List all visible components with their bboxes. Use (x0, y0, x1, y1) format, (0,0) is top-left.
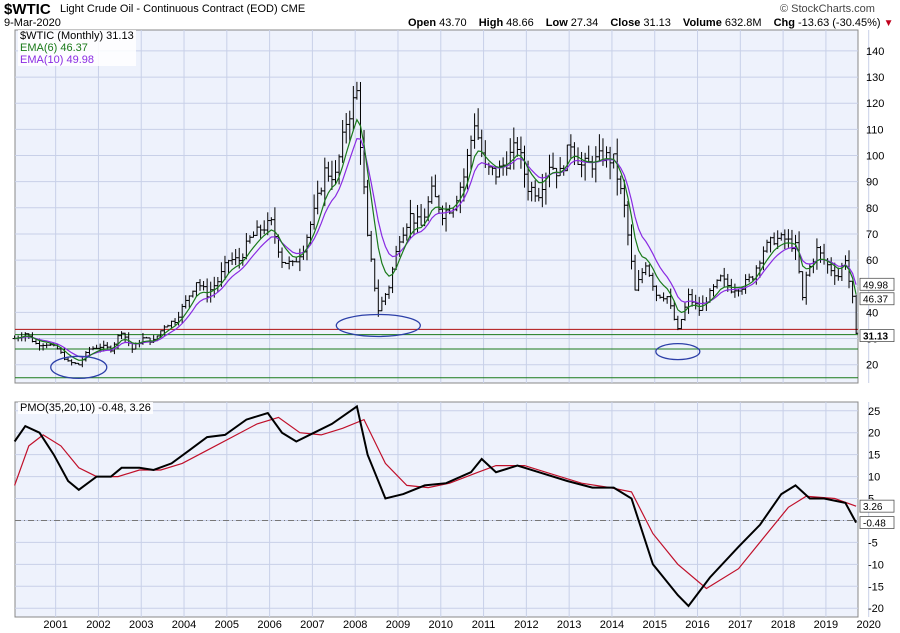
pmo-y-tick-label: -5 (868, 537, 878, 549)
ema10-value-tag: 49.98 (863, 280, 888, 291)
price-legend: $WTIC (Monthly) 31.13 EMA(6) 46.37 EMA(1… (18, 30, 136, 66)
volume-label: Volume (682, 17, 722, 29)
chg-label: Chg (773, 17, 795, 29)
pmo-y-tick-label: 20 (868, 428, 880, 440)
last-price-tag-box (859, 329, 895, 342)
price-y-tick-label: 40 (866, 307, 878, 319)
ema10-legend-label: EMA(10) 49.98 (20, 54, 94, 66)
x-tick-label: 2004 (172, 619, 196, 631)
down-arrow-icon: ▼ (883, 18, 894, 29)
pmo-signal-line (14, 416, 857, 590)
x-tick-label: 2008 (343, 619, 367, 631)
annotation-ellipse (50, 355, 108, 379)
x-tick-label: 2017 (728, 619, 752, 631)
ema6-legend-label: EMA(6) 46.37 (20, 42, 88, 54)
pmo-y-tick-label: 15 (868, 450, 880, 462)
open-value: 43.70 (439, 17, 467, 29)
x-tick-label: 2010 (429, 619, 453, 631)
annotation-ellipse (335, 313, 421, 338)
date-label: 9-Mar-2020 (4, 17, 61, 29)
ema6-line (14, 118, 857, 361)
title-label: Light Crude Oil - Continuous Contract (E… (60, 3, 305, 15)
brand-logo: © StockCharts.com (780, 3, 875, 15)
contract-title: Light Crude Oil - Continuous Contract (E… (60, 3, 278, 15)
x-tick-label: 2015 (642, 619, 666, 631)
x-tick-label: 2020 (856, 619, 880, 631)
low-label: Low (545, 17, 568, 29)
pmo-value-tag-box (859, 516, 895, 529)
pmo-line (13, 404, 857, 608)
x-tick-label: 2006 (257, 619, 281, 631)
volume-value: 632.8M (724, 17, 762, 29)
last-price-tag: 31.13 (863, 332, 888, 343)
pmo-signal-value-tag-box (859, 499, 895, 513)
pmo-signal-value-tag: 3.26 (863, 502, 883, 513)
price-y-tick-label: 100 (866, 151, 884, 163)
chart-header: $WTIC Light Crude Oil - Continuous Contr… (0, 0, 900, 30)
annotation-ellipse (655, 342, 701, 361)
ema6-value-tag-box (859, 292, 895, 306)
x-tick-label: 2019 (814, 619, 838, 631)
price-y-tick-label: 60 (866, 255, 878, 267)
pmo-y-tick-label: -10 (868, 559, 884, 571)
x-tick-label: 2014 (600, 619, 624, 631)
price-panel (14, 29, 859, 384)
close-value: 31.13 (643, 17, 671, 29)
ohlc-summary: Open 43.70 High 48.66 Low 27.34 Close 31.13 … (408, 17, 894, 29)
x-tick-label: 2009 (386, 619, 410, 631)
x-tick-label: 2013 (557, 619, 581, 631)
price-y-tick-label: 140 (866, 46, 884, 58)
price-y-tick-label: 130 (866, 72, 884, 84)
x-tick-label: 2016 (685, 619, 709, 631)
chg-value: -13.63 (-30.45%) (798, 17, 881, 29)
x-tick-label: 2012 (514, 619, 538, 631)
price-y-tick-label: 90 (866, 177, 878, 189)
ema6-value-tag: 46.37 (863, 295, 888, 306)
x-tick-label: 2002 (86, 619, 110, 631)
x-tick-label: 2001 (43, 619, 67, 631)
pmo-y-tick-label: -20 (868, 603, 884, 615)
pmo-y-tick-label: 25 (868, 406, 880, 418)
price-y-tick-label: 120 (866, 98, 884, 110)
low-value: 27.34 (570, 17, 599, 29)
pmo-legend-label: PMO(35,20,10) -0.48, 3.26 (20, 402, 151, 414)
x-tick-label: 2005 (215, 619, 239, 631)
symbol-label: $WTIC (4, 1, 51, 18)
pmo-y-tick-label: 10 (868, 472, 880, 484)
exchange-label: CME (280, 3, 306, 15)
x-tick-label: 2007 (300, 619, 324, 631)
x-tick-label: 2018 (771, 619, 795, 631)
open-label: Open (408, 17, 437, 29)
x-tick-label: 2003 (129, 619, 153, 631)
pmo-y-tick-label: -15 (868, 581, 884, 593)
close-label: Close (610, 17, 641, 29)
price-y-tick-label: 70 (866, 229, 878, 241)
price-y-tick-label: 80 (866, 203, 878, 215)
pmo-value-tag: -0.48 (863, 519, 886, 530)
x-tick-label: 2011 (472, 619, 496, 631)
price-legend-label: $WTIC (Monthly) 31.13 (20, 30, 134, 42)
price-y-tick-label: 20 (866, 360, 878, 372)
price-y-tick-label: 110 (866, 124, 884, 136)
high-label: High (478, 17, 504, 29)
ema10-line (14, 137, 857, 358)
pmo-y-tick-label: 5 (868, 494, 874, 506)
ema10-value-tag-box (859, 277, 895, 291)
high-value: 48.66 (506, 17, 534, 29)
pmo-legend: PMO(35,20,10) -0.48, 3.26 (18, 402, 153, 414)
